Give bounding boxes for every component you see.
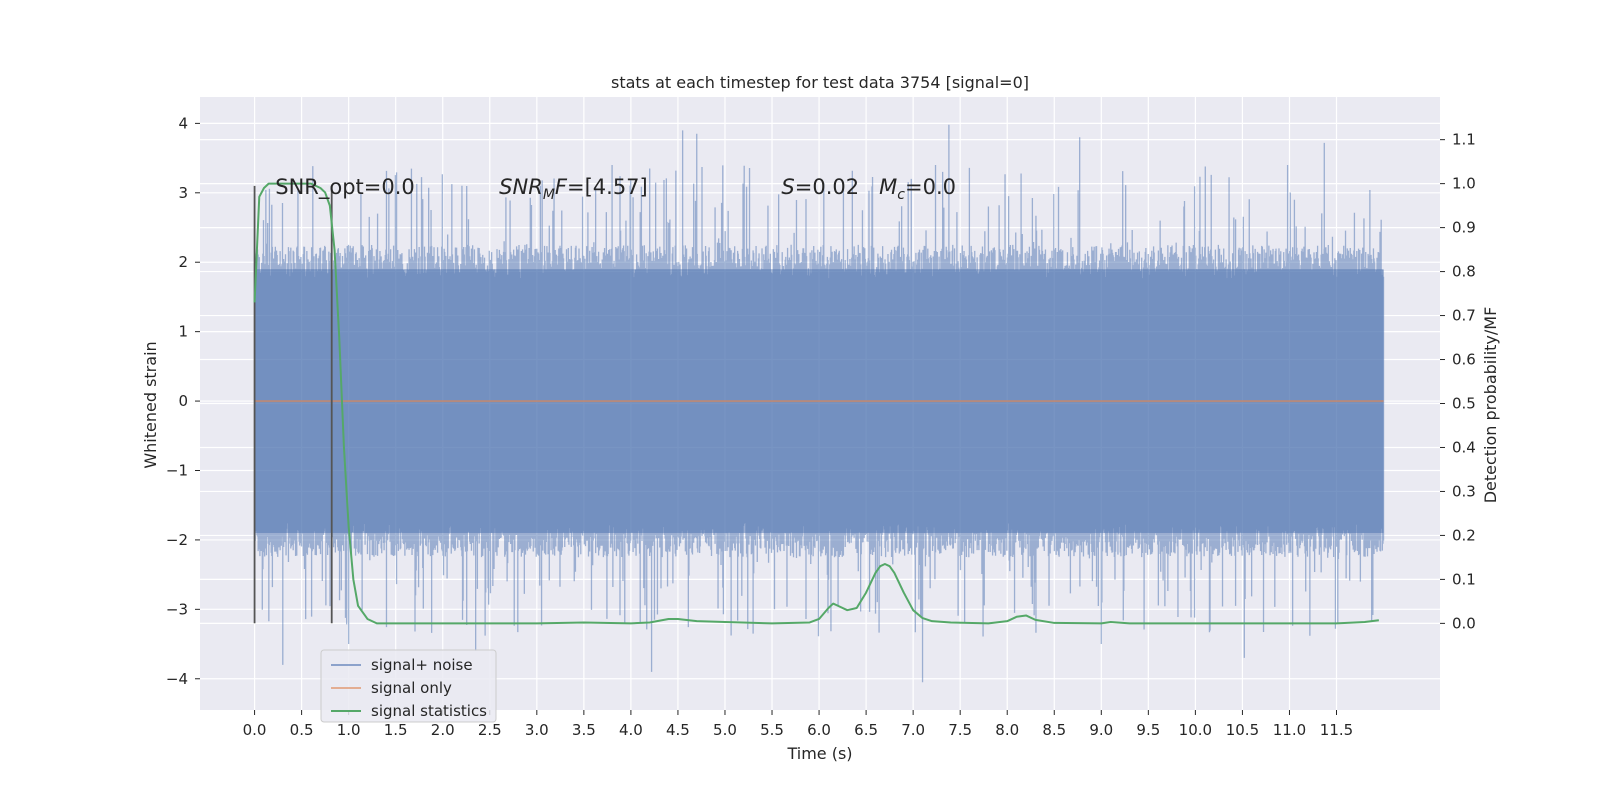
annotation: SNR_opt=0.0 [275,175,415,200]
x-tick-label: 7.0 [901,721,925,739]
x-tick-label: 8.0 [995,721,1019,739]
y-tick-label: −3 [166,600,188,618]
x-tick-label: 0.5 [290,721,314,739]
x-tick-label: 11.5 [1320,721,1353,739]
x-tick-label: 5.0 [713,721,737,739]
x-tick-label: 9.5 [1136,721,1160,739]
x-tick-label: 2.0 [431,721,455,739]
legend-label: signal only [371,679,452,697]
y2-tick-label: 0.1 [1452,570,1476,588]
y2-tick-label: 0.9 [1452,219,1476,237]
x-tick-label: 9.0 [1089,721,1113,739]
x-tick-label: 6.0 [807,721,831,739]
x-tick-label: 7.5 [948,721,972,739]
tick-labels: 0.0 0.5 1.0 1.5 2.0 2.5 3.0 3.5 4.0 4.5 5.0 5.5 6.0 6… [166,114,1476,739]
x-tick-label: 4.0 [619,721,643,739]
y2-tick-label: 0.2 [1452,526,1476,544]
legend-label: signal statistics [371,702,487,720]
legend-box [320,649,497,723]
chart-title: stats at each timestep for test data 375… [611,73,1029,92]
y-tick-label: −1 [166,461,188,479]
y-tick-label: 3 [178,184,188,202]
vertical-markers [253,185,333,624]
x-tick-label: 6.5 [854,721,878,739]
statistics-line [253,182,1379,625]
y2-tick-label: 0.0 [1452,614,1476,632]
x-tick-label: 2.5 [478,721,502,739]
x-tick-label: 10.0 [1179,721,1212,739]
y-axis-title: Whitened strain [141,341,160,468]
x-tick-label: 1.0 [337,721,361,739]
x-axis-title: Time (s) [786,744,852,763]
x-tick-label: 10.5 [1226,721,1259,739]
y2-tick-label: 0.6 [1452,351,1476,369]
x-tick-label: 1.5 [384,721,408,739]
legend: signal+ noise signal only signal statistic… [320,649,497,723]
annotation: SNRMF=[4.57] [499,175,648,203]
x-tick-label: 11.0 [1273,721,1306,739]
y-tick-label: 4 [178,114,188,132]
y-tick-label: 1 [178,323,188,341]
y-tick-label: −4 [166,670,188,688]
y2-tick-label: 0.7 [1452,307,1476,325]
annotation-s-mc: S=0.02 Mc=0.0S=0.02 M_c=0.0 [781,175,956,203]
y2-tick-label: 1.1 [1452,131,1476,149]
x-tick-label: 3.5 [572,721,596,739]
y2-tick-label: 0.8 [1452,263,1476,281]
statistics-series [253,182,1379,625]
x-tick-label: 4.5 [666,721,690,739]
x-tick-label: 5.5 [760,721,784,739]
y-tick-label: 0 [178,392,188,410]
legend-label: signal+ noise [371,656,473,674]
y2-tick-label: 0.4 [1452,438,1476,456]
x-tick-label: 3.0 [525,721,549,739]
x-tick-label: 8.5 [1042,721,1066,739]
y2-tick-label: 0.3 [1452,482,1476,500]
y-tick-label: −2 [166,531,188,549]
y2-tick-label: 1.0 [1452,175,1476,193]
annotations: SNR_opt=0.0 SNRMF=[4.57] S=0.02 Mc=0.0S=0.… [275,175,956,203]
x-tick-label: 0.0 [243,721,267,739]
y2-tick-label: 0.5 [1452,395,1476,413]
y-tick-label: 2 [178,253,188,271]
y2-axis-title: Detection probability/MF [1481,307,1500,504]
